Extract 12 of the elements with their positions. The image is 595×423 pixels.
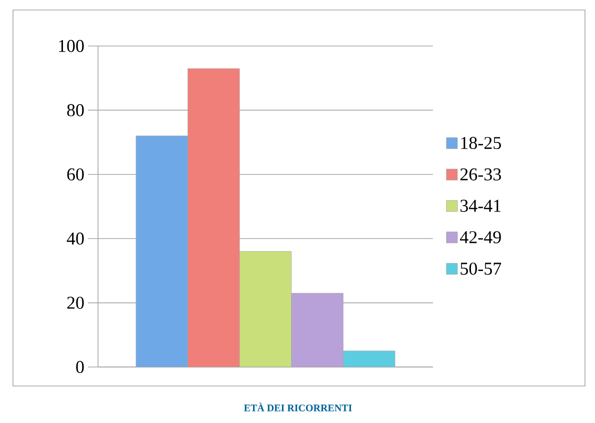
- text: ETÀ DEI RICORRENTI: [244, 402, 352, 412]
- y-tick-label: 80: [67, 104, 84, 116]
- legend-label: 34-41: [460, 200, 501, 212]
- y-tick-label: 60: [67, 168, 84, 180]
- y-tick-label: 40: [66, 232, 84, 245]
- y-tick-label: 20: [67, 296, 84, 309]
- legend-label: 18-25: [461, 136, 501, 150]
- legend-label: 26-33: [460, 168, 501, 180]
- y-tick-label: 0: [76, 360, 84, 374]
- y-tick-label: 100: [59, 40, 84, 52]
- legend-label: 50-57: [460, 262, 502, 275]
- legend-label: 42-49: [460, 231, 501, 244]
